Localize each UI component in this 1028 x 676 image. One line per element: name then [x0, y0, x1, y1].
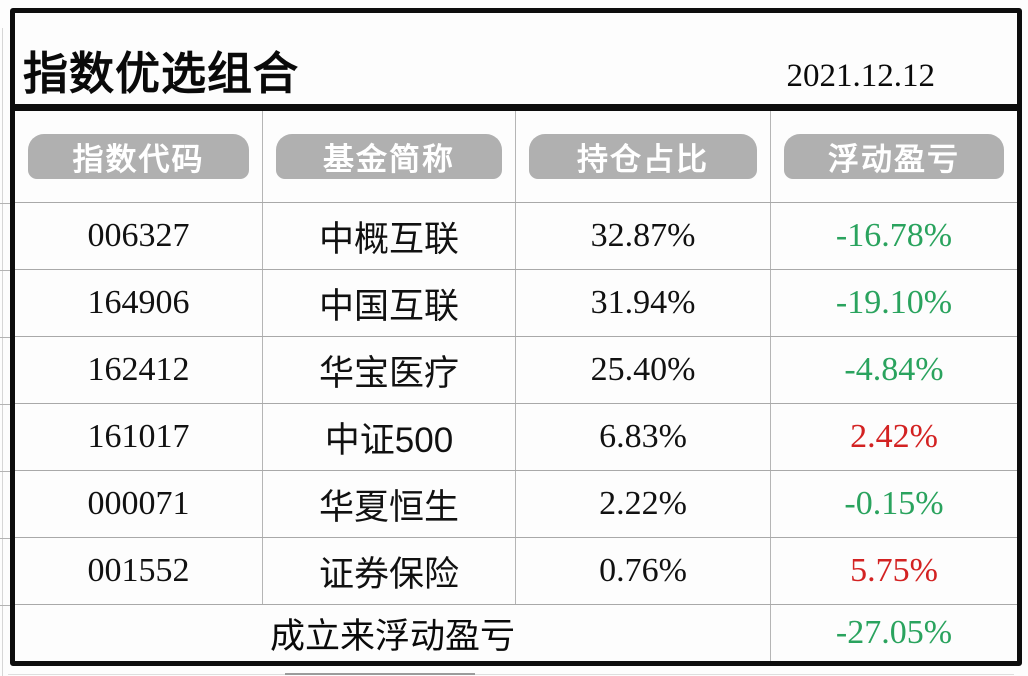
fund-pnl: 5.75% — [769, 538, 1017, 604]
fund-code: 000071 — [87, 485, 190, 522]
fund-pnl: -16.78% — [769, 203, 1017, 269]
margin-gridline-bottom — [8, 674, 1014, 675]
table-row: 164906 中国互联 31.94% -19.10% — [15, 269, 1017, 336]
table-row: 162412 华宝医疗 25.40% -4.84% — [15, 336, 1017, 403]
fund-code: 164906 — [87, 284, 190, 321]
report-date: 2021.12.12 — [786, 58, 936, 95]
summary-row: 成立来浮动盈亏 -27.05% — [15, 604, 1017, 661]
table-row: 006327 中概互联 32.87% -16.78% — [15, 202, 1017, 269]
fund-pnl: -19.10% — [769, 270, 1017, 336]
margin-gridline — [0, 538, 10, 539]
fund-code: 162412 — [87, 351, 190, 388]
fund-weight: 6.83% — [514, 404, 770, 470]
margin-gridline — [0, 471, 10, 472]
title-bar: 指数优选组合 2021.12.12 — [15, 13, 1017, 111]
header-cell-code: 指数代码 — [15, 111, 262, 202]
header-cell-name: 基金简称 — [261, 111, 515, 202]
portfolio-card: 指数优选组合 2021.12.12 指数代码 基金简称 持仓占比 浮动盈亏 00… — [10, 8, 1022, 666]
column-header-fund-name: 基金简称 — [275, 134, 502, 179]
column-header-index-code: 指数代码 — [28, 134, 249, 179]
fund-pnl: -0.15% — [769, 471, 1017, 537]
table-row: 161017 中证500 6.83% 2.42% — [15, 403, 1017, 470]
summary-label: 成立来浮动盈亏 — [269, 616, 515, 656]
fund-code: 161017 — [87, 418, 190, 455]
fund-code: 001552 — [87, 552, 190, 589]
margin-gridline — [0, 404, 10, 405]
fund-code: 006327 — [87, 217, 190, 254]
fund-name: 华夏恒生 — [261, 471, 515, 537]
fund-pnl: 2.42% — [769, 404, 1017, 470]
fund-name: 华宝医疗 — [261, 337, 515, 403]
summary-pnl-value: -27.05% — [769, 605, 1017, 661]
fund-weight: 2.22% — [514, 471, 770, 537]
margin-gridline-bottom-segment — [285, 673, 475, 675]
fund-name: 中国互联 — [261, 270, 515, 336]
fund-weight: 32.87% — [514, 203, 770, 269]
fund-pnl: -4.84% — [769, 337, 1017, 403]
column-header-floating-pnl: 浮动盈亏 — [783, 134, 1004, 179]
fund-name: 证券保险 — [261, 538, 515, 604]
fund-weight: 25.40% — [514, 337, 770, 403]
column-header-position-weight: 持仓占比 — [528, 134, 757, 179]
fund-name: 中概互联 — [261, 203, 515, 269]
header-cell-weight: 持仓占比 — [514, 111, 770, 202]
table-row: 001552 证券保险 0.76% 5.75% — [15, 537, 1017, 604]
fund-weight: 0.76% — [514, 538, 770, 604]
margin-gridline — [0, 270, 10, 271]
fund-name: 中证500 — [261, 404, 515, 470]
table-header-row: 指数代码 基金简称 持仓占比 浮动盈亏 — [15, 111, 1017, 202]
margin-gridline — [0, 605, 10, 606]
margin-gridline — [0, 203, 10, 204]
fund-weight: 31.94% — [514, 270, 770, 336]
margin-gridline-vertical — [2, 28, 3, 676]
page-title: 指数优选组合 — [23, 48, 300, 99]
header-cell-pnl: 浮动盈亏 — [769, 111, 1017, 202]
table-row: 000071 华夏恒生 2.22% -0.15% — [15, 470, 1017, 537]
margin-gridline — [0, 337, 10, 338]
